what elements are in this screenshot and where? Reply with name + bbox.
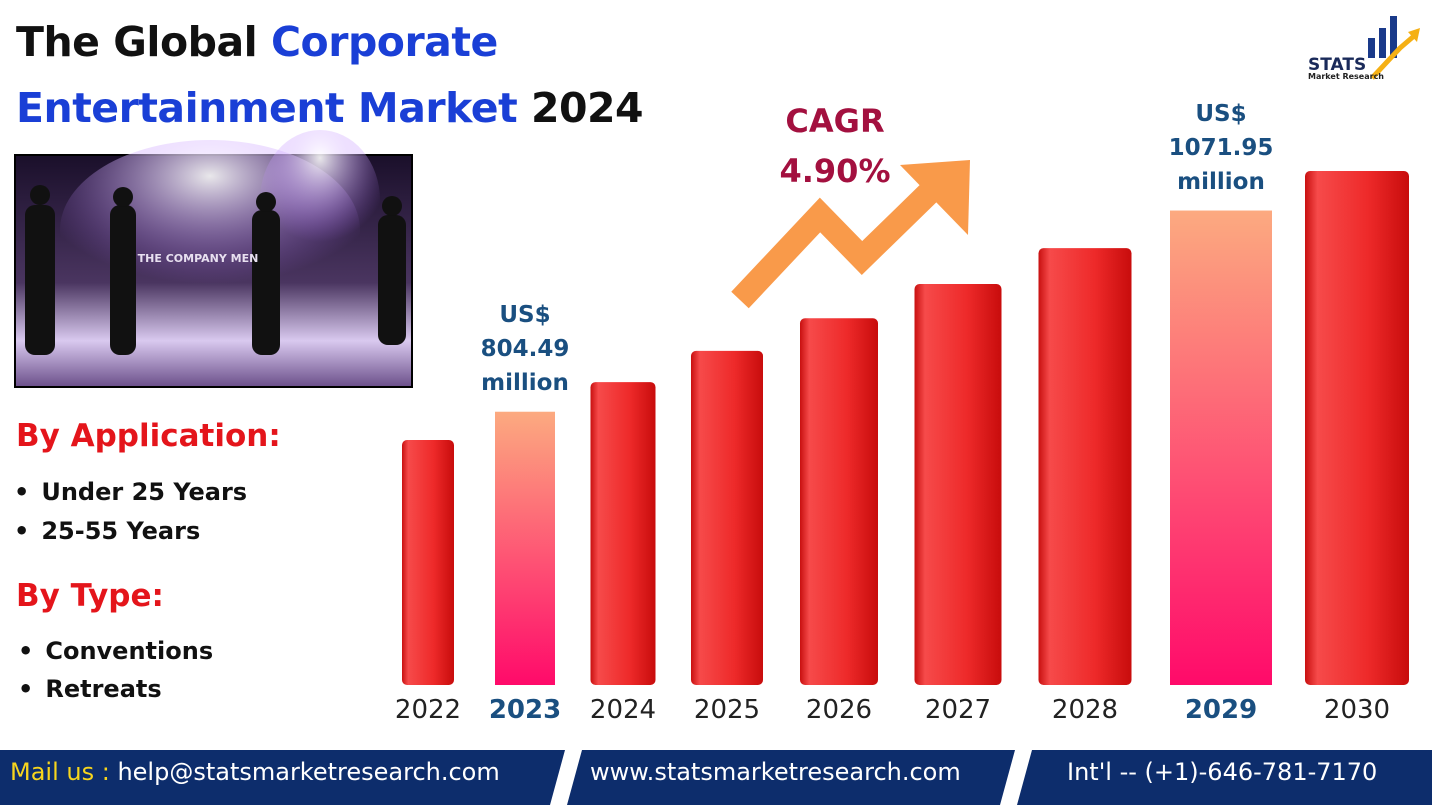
- bar: [914, 284, 1002, 685]
- logo-name: STATS: [1308, 55, 1366, 75]
- segment-item: Conventions: [18, 637, 213, 665]
- title-text: 2024: [517, 84, 644, 132]
- highlight-bar: [495, 411, 555, 685]
- value-label: US$ 804.49 million: [480, 301, 570, 396]
- bar: [800, 318, 878, 685]
- segment-heading: By Application:: [16, 418, 281, 454]
- x-tick-label: 2024: [590, 695, 656, 725]
- bar: [402, 440, 454, 685]
- email: help@statsmarketresearch.com: [109, 758, 500, 786]
- x-tick-label: 2026: [806, 695, 872, 725]
- title-text: Entertainment Market: [16, 84, 518, 132]
- logo-tagline: Market Research: [1308, 72, 1384, 81]
- x-tick-label: 2028: [1052, 695, 1118, 725]
- footer-phone: Int'l -- (+1)-646-781-7170: [1067, 758, 1378, 786]
- bar: [590, 382, 656, 685]
- segment-item: Under 25 Years: [14, 478, 247, 506]
- title-text: Corporate: [270, 18, 498, 66]
- title-text: The Global: [16, 18, 271, 66]
- photo: THE COMPANY MEN: [14, 130, 413, 388]
- cagr-arrow: [731, 160, 970, 309]
- footer-website: www.statsmarketresearch.com: [590, 758, 961, 786]
- bar: [1038, 248, 1132, 685]
- footer-mail: Mail us : help@statsmarketresearch.com: [10, 758, 500, 786]
- segment-item: Retreats: [18, 675, 161, 703]
- segment-heading: By Type:: [16, 578, 164, 614]
- photo-sign: THE COMPANY MEN: [138, 252, 259, 265]
- x-tick-label: 2027: [925, 695, 991, 725]
- footer-bands: [0, 750, 1432, 805]
- x-tick-label: 2030: [1324, 695, 1390, 725]
- mail-prefix: Mail us :: [10, 758, 110, 786]
- title-line-1: The Global Corporate: [16, 18, 498, 66]
- value-label: US$ 1071.95 million: [1168, 100, 1274, 195]
- x-tick-label: 2029: [1185, 695, 1257, 725]
- x-tick-label: 2022: [395, 695, 461, 725]
- x-tick-label: 2023: [489, 695, 561, 725]
- cagr-label: CAGR: [785, 102, 885, 140]
- x-tick-label: 2025: [694, 695, 760, 725]
- title-line-2: Entertainment Market 2024: [16, 84, 644, 132]
- logo: STATS Market Research: [1308, 16, 1420, 81]
- cagr-value: 4.90%: [779, 152, 891, 190]
- bar: [691, 350, 763, 685]
- cagr-annotation: CAGR 4.90%: [760, 96, 910, 196]
- segment-item: 25-55 Years: [14, 517, 200, 545]
- highlight-bar: [1170, 210, 1272, 685]
- bar: [1305, 171, 1409, 685]
